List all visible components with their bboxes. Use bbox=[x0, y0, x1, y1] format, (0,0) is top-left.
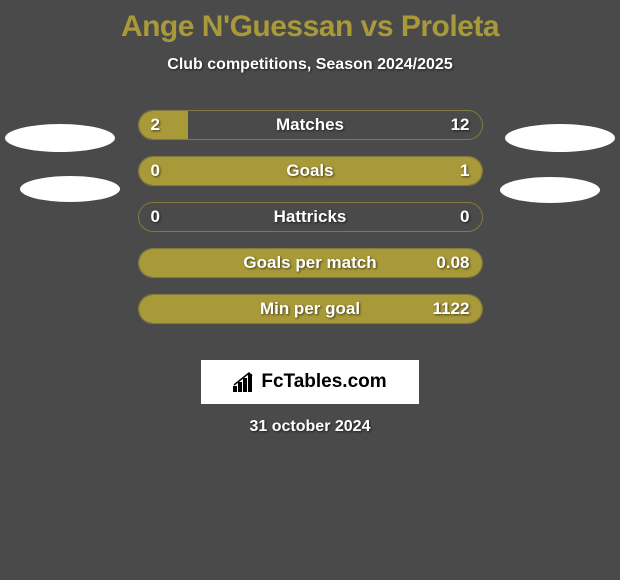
stat-right-value: 12 bbox=[451, 115, 470, 135]
subtitle: Club competitions, Season 2024/2025 bbox=[0, 56, 620, 74]
stat-name: Goals bbox=[286, 161, 333, 181]
placeholder-ellipse bbox=[500, 177, 600, 203]
stat-right-value: 1122 bbox=[433, 299, 470, 319]
stat-name: Goals per match bbox=[243, 253, 376, 273]
stat-name: Min per goal bbox=[260, 299, 360, 319]
stat-row: Min per goal 1122 bbox=[0, 286, 620, 332]
footer-date: 31 october 2024 bbox=[0, 418, 620, 436]
stat-bar: Goals per match 0.08 bbox=[138, 248, 483, 278]
stat-left-value: 2 bbox=[151, 115, 160, 135]
placeholder-ellipse bbox=[505, 124, 615, 152]
stat-right-value: 0 bbox=[460, 207, 469, 227]
comparison-infographic: Ange N'Guessan vs Proleta Club competiti… bbox=[0, 0, 620, 446]
footer-brand-label: FcTables.com bbox=[261, 371, 386, 393]
stat-right-value: 1 bbox=[460, 161, 469, 181]
stat-left-value: 0 bbox=[151, 161, 160, 181]
footer-brand-text: FcTables.com bbox=[233, 371, 386, 393]
stat-left-value: 0 bbox=[151, 207, 160, 227]
stat-bar: Min per goal 1122 bbox=[138, 294, 483, 324]
main-title: Ange N'Guessan vs Proleta bbox=[0, 10, 620, 44]
stat-right-value: 0.08 bbox=[436, 253, 469, 273]
chart-icon bbox=[233, 372, 257, 392]
footer-logo: FcTables.com bbox=[201, 360, 419, 404]
stat-bar: Matches 2 12 bbox=[138, 110, 483, 140]
placeholder-ellipse bbox=[20, 176, 120, 202]
stat-name: Hattricks bbox=[274, 207, 347, 227]
stat-name: Matches bbox=[276, 115, 344, 135]
stat-bar: Goals 0 1 bbox=[138, 156, 483, 186]
placeholder-ellipse bbox=[5, 124, 115, 152]
bar-left-fill bbox=[139, 111, 188, 139]
stat-bar: Hattricks 0 0 bbox=[138, 202, 483, 232]
stat-row: Goals per match 0.08 bbox=[0, 240, 620, 286]
